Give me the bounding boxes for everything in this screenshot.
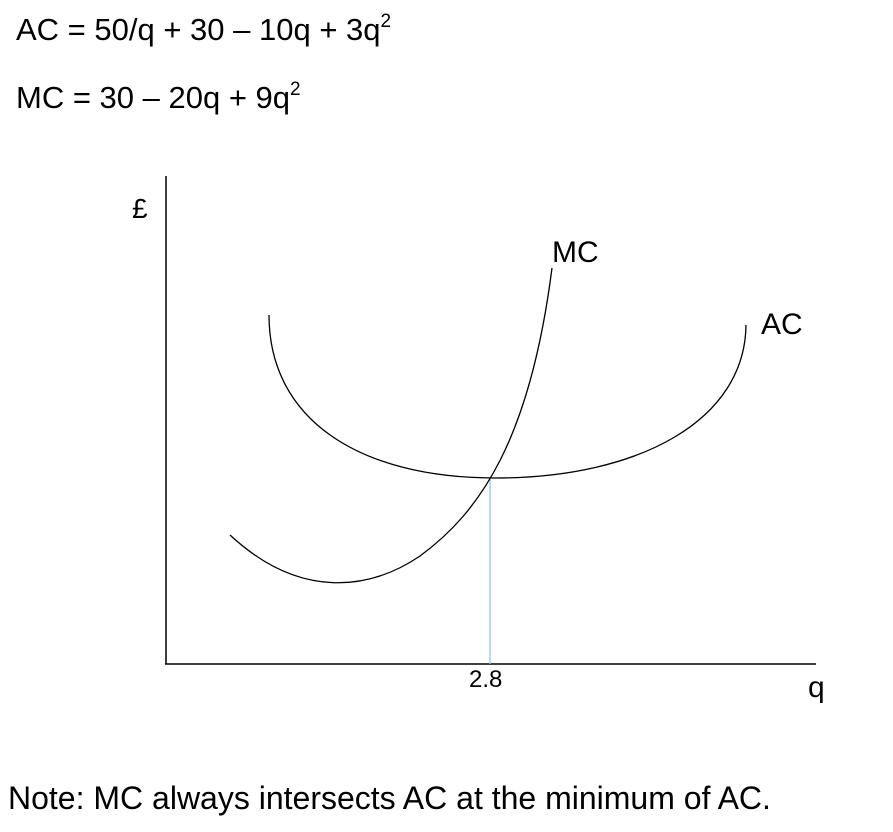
ac-equation-text: AC = 50/q + 30 – 10q + 3q xyxy=(16,12,381,47)
ac-curve-label: AC xyxy=(761,308,803,341)
ac-curve xyxy=(268,314,747,479)
mc-curve-label: MC xyxy=(552,236,599,269)
mc-curve xyxy=(229,267,553,584)
note-text: Note: MC always intersects AC at the min… xyxy=(8,780,771,816)
ac-equation: AC = 50/q + 30 – 10q + 3q2 xyxy=(16,11,392,47)
mc-equation: MC = 30 – 20q + 9q2 xyxy=(16,79,301,115)
intersection-q-label: 2.8 xyxy=(469,666,502,693)
x-axis-label: q xyxy=(808,671,825,704)
mc-equation-exponent: 2 xyxy=(290,79,301,100)
ac-equation-exponent: 2 xyxy=(380,11,392,32)
mc-equation-text: MC = 30 – 20q + 9q xyxy=(16,80,291,115)
y-axis-label: £ xyxy=(132,193,148,224)
